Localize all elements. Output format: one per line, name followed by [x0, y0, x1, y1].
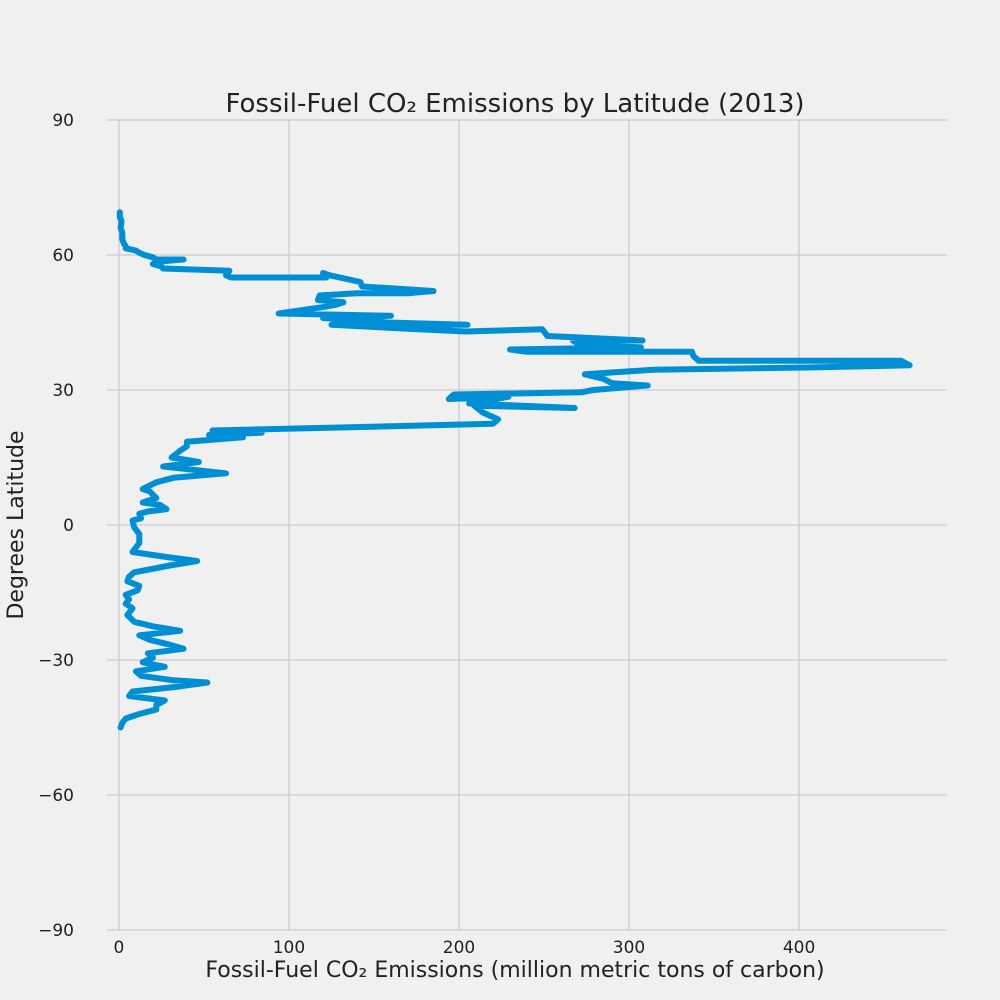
y-tick-label: 90 — [52, 111, 74, 131]
y-tick-label: 0 — [63, 516, 74, 536]
grid-layer — [107, 119, 947, 931]
y-axis-label: Degrees Latitude — [4, 430, 29, 619]
tick-label-layer: 0 100 200 300 400 −90 −60 −30 0 30 60 90 — [38, 111, 815, 958]
y-tick-label: −90 — [38, 921, 74, 941]
x-tick-label: 0 — [113, 938, 124, 958]
series-line — [116, 209, 913, 731]
y-tick-label: 30 — [52, 381, 74, 401]
y-tick-label: −60 — [38, 786, 74, 806]
x-axis-label: Fossil-Fuel CO₂ Emissions (million metri… — [205, 958, 824, 983]
y-tick-label: −30 — [38, 651, 74, 671]
chart-title: Fossil-Fuel CO₂ Emissions by Latitude (2… — [225, 89, 804, 119]
series-layer — [116, 209, 913, 731]
x-tick-label: 200 — [443, 938, 475, 958]
y-tick-label: 60 — [52, 246, 74, 266]
x-tick-label: 300 — [613, 938, 645, 958]
x-tick-label: 400 — [783, 938, 815, 958]
x-tick-label: 100 — [273, 938, 305, 958]
